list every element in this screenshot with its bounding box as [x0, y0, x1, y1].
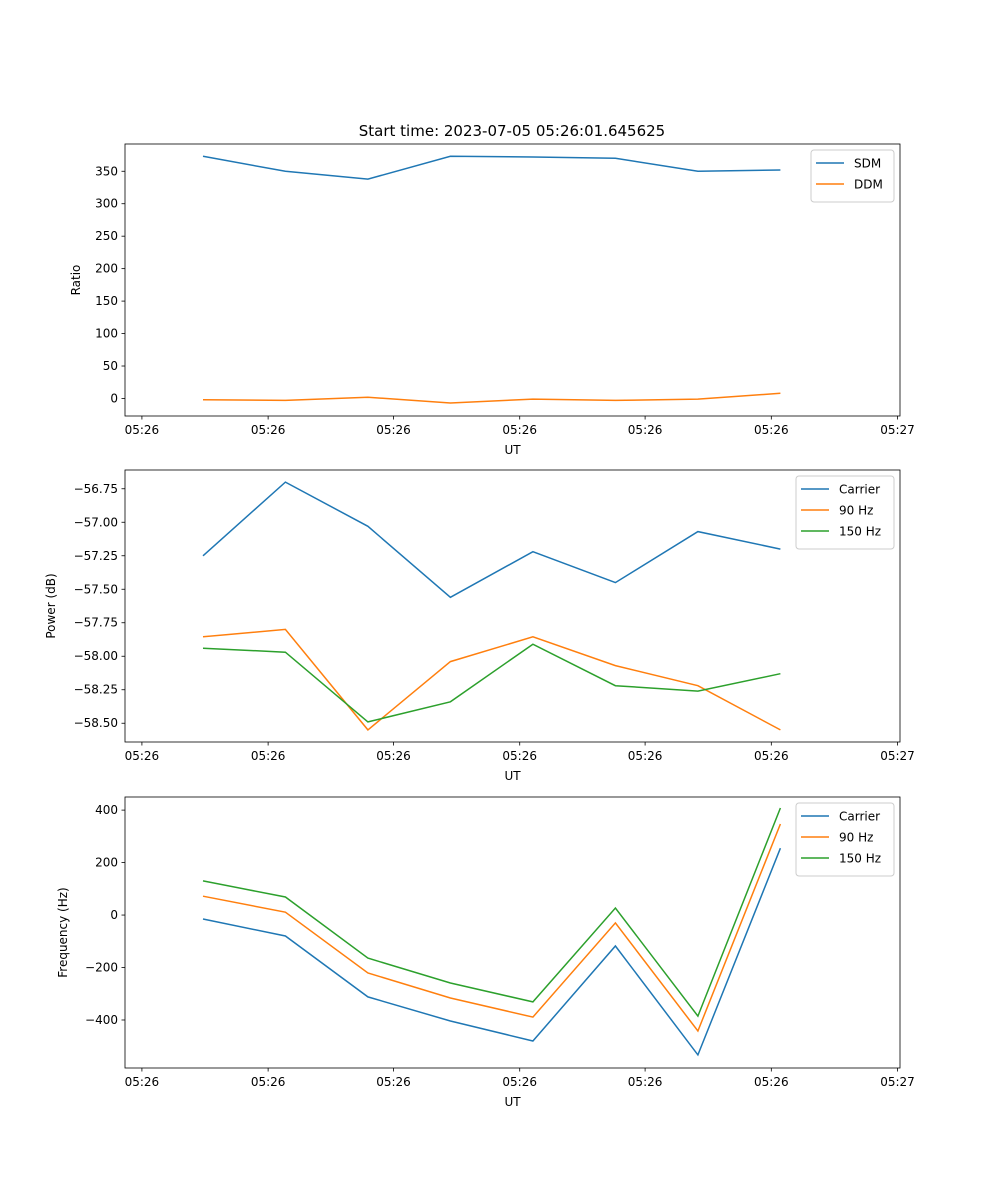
x-tick-label: 05:26 [628, 749, 663, 763]
x-tick-label: 05:26 [125, 423, 160, 437]
axes-frame [124, 469, 901, 743]
y-tick-label: −56.75 [74, 482, 118, 496]
y-tick-label: 50 [103, 359, 118, 373]
subplot-2: 05:26 05:26 05:26 05:26 05:26 05:26 05:27 −58.5… [44, 469, 915, 783]
x-tick-label: 05:26 [376, 749, 411, 763]
x-tick-label: 05:27 [880, 423, 915, 437]
y-tick-label: 150 [95, 294, 118, 308]
y-axis-label: Frequency (Hz) [56, 887, 70, 978]
subplot-1: 05:26 05:26 05:26 05:26 05:26 05:26 05:27 0 50 10… [69, 143, 915, 457]
y-tick-label: 0 [110, 391, 118, 405]
x-tick-label: 05:26 [251, 1075, 286, 1089]
y-tick-label: 350 [95, 164, 118, 178]
y-axis-label: Ratio [69, 265, 83, 296]
y-tick-label: −200 [85, 961, 118, 975]
series-line-90-hz [202, 628, 781, 731]
y-tick-label: 250 [95, 229, 118, 243]
y-tick-label: −57.50 [74, 582, 118, 596]
x-tick-label: 05:26 [251, 749, 286, 763]
y-tick-label: 400 [95, 803, 118, 817]
legend: Carrier 90 Hz 150 Hz [795, 802, 895, 877]
y-tick-label: −57.75 [74, 616, 118, 630]
legend: Carrier 90 Hz 150 Hz [795, 475, 895, 550]
y-tick-label: 200 [95, 856, 118, 870]
x-tick-label: 05:26 [754, 1075, 789, 1089]
y-tick-label: 200 [95, 262, 118, 276]
x-tick-label: 05:26 [376, 1075, 411, 1089]
series-line-ddm [202, 392, 781, 404]
x-tick-label: 05:27 [880, 749, 915, 763]
legend-label: 90 Hz [839, 831, 873, 845]
x-tick-label: 05:26 [251, 423, 286, 437]
y-tick-label: −57.00 [74, 515, 118, 529]
series-line-150-hz [202, 807, 782, 1018]
x-tick-label: 05:26 [502, 1075, 537, 1089]
chart-title: Start time: 2023-07-05 05:26:01.645625 [359, 122, 665, 140]
legend-label: Carrier [839, 810, 880, 824]
series-line-sdm [202, 155, 781, 180]
y-axis-label: Power (dB) [44, 573, 58, 638]
legend-box [810, 149, 895, 203]
legend-label: DDM [854, 178, 883, 192]
legend-label: Carrier [839, 483, 880, 497]
legend-label: SDM [854, 157, 881, 171]
x-tick-label: 05:26 [628, 423, 663, 437]
series-line-carrier [202, 847, 782, 1057]
x-tick-label: 05:26 [754, 423, 789, 437]
subplot-3: 05:26 05:26 05:26 05:26 05:26 05:26 05:27 −400 −… [56, 796, 915, 1109]
y-tick-label: −58.50 [74, 716, 118, 730]
x-tick-label: 05:26 [754, 749, 789, 763]
legend: SDM DDM [810, 149, 895, 203]
legend-label: 90 Hz [839, 504, 873, 518]
y-tick-label: 300 [95, 197, 118, 211]
legend-label: 150 Hz [839, 525, 881, 539]
y-tick-label: −57.25 [74, 549, 118, 563]
x-tick-label: 05:26 [376, 423, 411, 437]
x-tick-label: 05:26 [125, 1075, 160, 1089]
x-tick-label: 05:26 [628, 1075, 663, 1089]
y-tick-label: −400 [85, 1013, 118, 1027]
x-tick-label: 05:26 [125, 749, 160, 763]
x-axis-label: UT [504, 769, 521, 783]
series-line-carrier [202, 481, 781, 599]
x-tick-label: 05:27 [880, 1075, 915, 1089]
x-axis-label: UT [504, 443, 521, 457]
y-tick-label: 0 [110, 908, 118, 922]
series-line-90-hz [202, 823, 782, 1033]
x-tick-label: 05:26 [502, 423, 537, 437]
axes-frame [124, 143, 901, 417]
y-tick-label: −58.25 [74, 683, 118, 697]
series-line-150-hz [202, 643, 781, 723]
y-tick-label: 100 [95, 327, 118, 341]
x-axis-label: UT [504, 1095, 521, 1109]
y-tick-label: −58.00 [74, 649, 118, 663]
x-tick-label: 05:26 [502, 749, 537, 763]
legend-label: 150 Hz [839, 852, 881, 866]
axes-frame [124, 796, 901, 1069]
